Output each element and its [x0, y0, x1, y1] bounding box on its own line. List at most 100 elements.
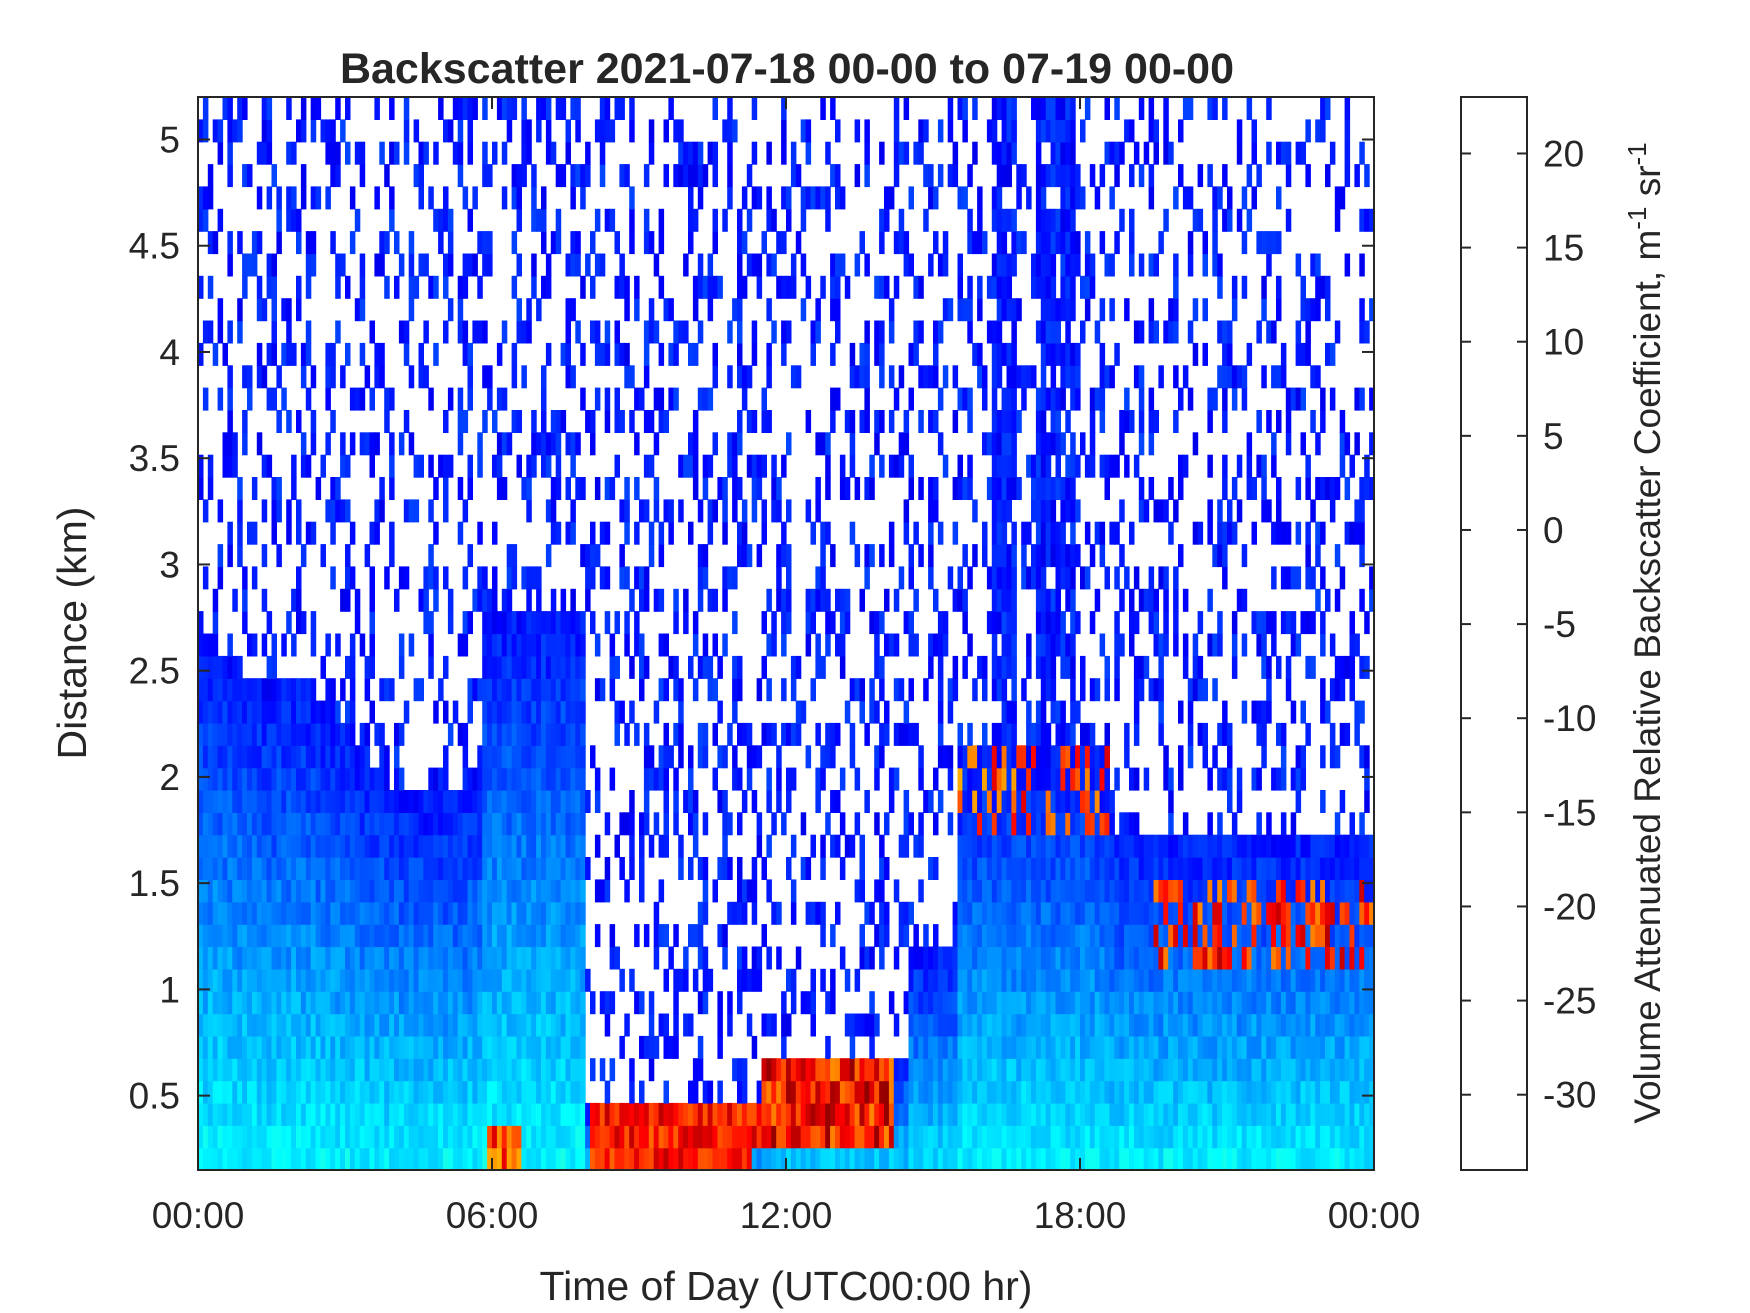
heatmap-cell [898, 1102, 905, 1126]
heatmap-cell [996, 164, 1003, 188]
heatmap-cell [354, 1147, 361, 1171]
heatmap-cell [590, 432, 596, 456]
heatmap-cell [389, 387, 395, 411]
heatmap-cell [639, 1147, 645, 1171]
heatmap-cell [516, 678, 522, 702]
heatmap-cell [732, 1125, 738, 1149]
heatmap-cell [555, 1080, 562, 1104]
heatmap-cell [727, 566, 733, 590]
heatmap-cell [531, 432, 537, 456]
heatmap-cell [717, 700, 723, 724]
heatmap-cell [888, 1058, 895, 1082]
heatmap-cell [1094, 924, 1101, 948]
heatmap-cell [1050, 365, 1057, 389]
heatmap-cell [609, 1147, 616, 1171]
heatmap-cell [1060, 97, 1066, 120]
heatmap-cell [487, 253, 493, 277]
heatmap-cell [202, 1147, 209, 1171]
heatmap-cell [1035, 700, 1042, 724]
heatmap-cell [305, 700, 312, 724]
heatmap-cell [982, 968, 988, 992]
heatmap-cell [913, 968, 919, 992]
heatmap-cell [291, 454, 297, 478]
heatmap-cell [879, 857, 885, 880]
heatmap-cell [732, 655, 738, 679]
heatmap-cell [717, 1125, 723, 1149]
heatmap-cell [286, 1080, 292, 1104]
heatmap-cell [457, 432, 464, 456]
heatmap-cell [1060, 1147, 1066, 1171]
heatmap-cell [800, 1125, 807, 1149]
heatmap-cell [487, 1013, 493, 1037]
heatmap-cell [923, 946, 929, 970]
heatmap-cell [668, 97, 674, 120]
heatmap-cell [575, 119, 581, 143]
heatmap-cell [962, 1102, 968, 1126]
heatmap-cell [952, 655, 959, 679]
heatmap-cell [340, 119, 346, 143]
heatmap-cell [1040, 432, 1047, 456]
heatmap-cell [560, 410, 567, 433]
heatmap-cell [673, 655, 679, 679]
heatmap-cell [305, 879, 312, 903]
heatmap-cell [869, 477, 875, 500]
heatmap-cell [594, 879, 601, 903]
heatmap-cell [1060, 946, 1066, 970]
heatmap-cell [291, 924, 297, 948]
heatmap-cell [820, 1102, 826, 1126]
heatmap-cell [325, 879, 331, 903]
heatmap-cell [207, 790, 214, 813]
heatmap-cell [977, 208, 983, 232]
heatmap-cell [1045, 901, 1052, 925]
heatmap-cell [550, 611, 557, 635]
heatmap-cell [462, 767, 469, 791]
heatmap-cell [624, 275, 630, 299]
heatmap-cell [389, 1013, 395, 1037]
heatmap-cell [315, 1080, 322, 1104]
heatmap-cell [575, 97, 581, 120]
heatmap-cell [217, 566, 224, 590]
heatmap-cell [835, 1125, 841, 1149]
heatmap-cell [727, 1147, 733, 1171]
heatmap-cell [384, 164, 390, 188]
heatmap-cell [884, 1125, 890, 1149]
heatmap-cell [692, 678, 699, 702]
heatmap-cell [722, 1147, 728, 1171]
heatmap-cell [996, 208, 1003, 232]
heatmap-cell [688, 208, 694, 232]
heatmap-cell [741, 1080, 748, 1104]
heatmap-cell [237, 231, 243, 255]
heatmap-cell [222, 879, 228, 903]
heatmap-cell [702, 1147, 709, 1171]
heatmap-cell [438, 790, 444, 813]
heatmap-cell [330, 231, 336, 255]
heatmap-cell [340, 857, 346, 880]
heatmap-cell [487, 1058, 493, 1082]
heatmap-cell [408, 991, 415, 1015]
heatmap-cell [472, 834, 478, 858]
heatmap-cell [1050, 342, 1057, 366]
heatmap-cell [991, 611, 998, 635]
heatmap-cell [256, 678, 263, 702]
heatmap-cell [242, 678, 248, 702]
heatmap-cell [918, 141, 924, 165]
heatmap-cell [692, 812, 699, 836]
heatmap-cell [452, 968, 459, 992]
heatmap-cell [629, 410, 635, 433]
heatmap-cell [952, 410, 959, 433]
heatmap-cell [501, 901, 508, 925]
heatmap-cell [286, 991, 292, 1015]
heatmap-cell [658, 767, 665, 791]
heatmap-cell [384, 857, 390, 880]
heatmap-cell [217, 1035, 224, 1059]
heatmap-cell [217, 879, 224, 903]
heatmap-cell [560, 834, 567, 858]
heatmap-cell [937, 968, 944, 992]
heatmap-cell [335, 164, 341, 188]
heatmap-cell [462, 1147, 469, 1171]
heatmap-cell [1099, 1147, 1106, 1171]
heatmap-cell [1129, 1013, 1135, 1037]
heatmap-cell [918, 410, 924, 433]
heatmap-cell [1104, 745, 1110, 769]
heatmap-cell [692, 1058, 699, 1082]
